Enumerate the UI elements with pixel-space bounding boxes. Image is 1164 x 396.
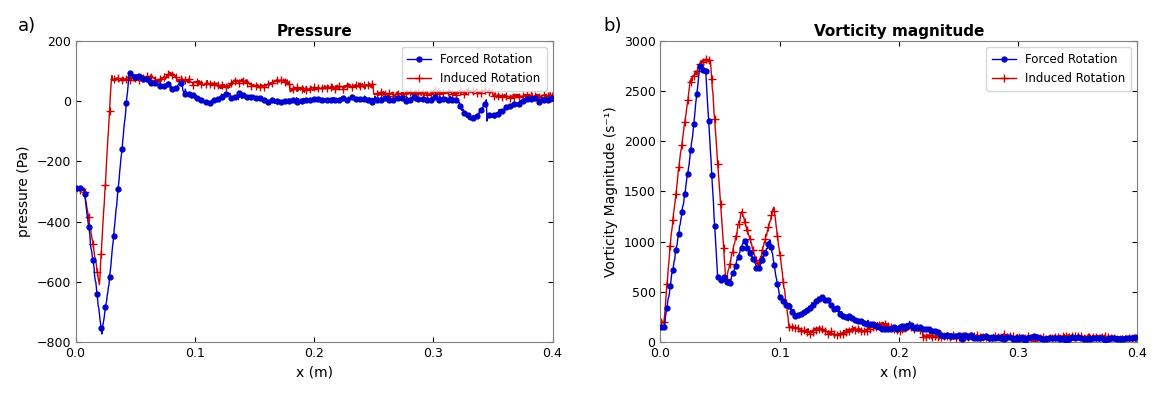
Forced Rotation (1016, 335, 1030, 339)
Forced Rotation (99, 302, 113, 307)
Forced Rotation (693, 63, 707, 68)
Title: Pressure: Pressure (276, 23, 352, 38)
X-axis label: x (m): x (m) (880, 366, 917, 379)
Forced Rotation (944, 335, 958, 340)
Induced Rotation (1016, 335, 1030, 340)
Y-axis label: pressure (Pa): pressure (Pa) (16, 146, 30, 237)
Forced Rotation (69, 186, 83, 190)
Forced Rotation (432, 98, 446, 103)
Line: Forced Rotation: Forced Rotation (73, 70, 555, 337)
Induced Rotation (1114, 339, 1128, 344)
Line: Induced Rotation: Induced Rotation (658, 55, 1141, 345)
Induced Rotation (944, 333, 958, 338)
Induced Rotation (374, 90, 388, 95)
Forced Rotation (94, 332, 108, 337)
Forced Rotation (683, 151, 697, 156)
Induced Rotation (1130, 337, 1144, 342)
Forced Rotation (1130, 336, 1144, 341)
Induced Rotation (931, 335, 945, 339)
Induced Rotation (360, 82, 374, 87)
Forced Rotation (1065, 335, 1079, 339)
Text: b): b) (603, 17, 622, 35)
Forced Rotation (931, 330, 945, 335)
Forced Rotation (1056, 339, 1070, 344)
Y-axis label: Vorticity Magnitude (s⁻¹): Vorticity Magnitude (s⁻¹) (604, 106, 618, 277)
Forced Rotation (347, 97, 361, 102)
Induced Rotation (432, 86, 446, 91)
Induced Rotation (69, 187, 83, 192)
Forced Rotation (360, 95, 374, 100)
Line: Induced Rotation: Induced Rotation (72, 68, 556, 288)
Induced Rotation (654, 320, 668, 324)
Induced Rotation (163, 70, 177, 74)
Legend: Forced Rotation, Induced Rotation: Forced Rotation, Induced Rotation (986, 47, 1131, 91)
X-axis label: x (m): x (m) (296, 366, 333, 379)
Induced Rotation (347, 84, 361, 89)
Induced Rotation (683, 78, 697, 83)
Induced Rotation (1065, 335, 1079, 340)
Forced Rotation (123, 70, 137, 75)
Induced Rotation (698, 57, 712, 61)
Legend: Forced Rotation, Induced Rotation: Forced Rotation, Induced Rotation (402, 47, 547, 91)
Induced Rotation (481, 90, 495, 95)
Forced Rotation (654, 325, 668, 329)
Title: Vorticity magnitude: Vorticity magnitude (814, 23, 984, 38)
Forced Rotation (374, 97, 388, 102)
Forced Rotation (958, 333, 972, 337)
Forced Rotation (546, 97, 560, 102)
Induced Rotation (958, 335, 972, 340)
Induced Rotation (99, 170, 113, 175)
Induced Rotation (546, 92, 560, 97)
Text: a): a) (19, 17, 36, 35)
Forced Rotation (481, 116, 495, 121)
Line: Forced Rotation: Forced Rotation (659, 63, 1140, 344)
Induced Rotation (92, 282, 106, 287)
